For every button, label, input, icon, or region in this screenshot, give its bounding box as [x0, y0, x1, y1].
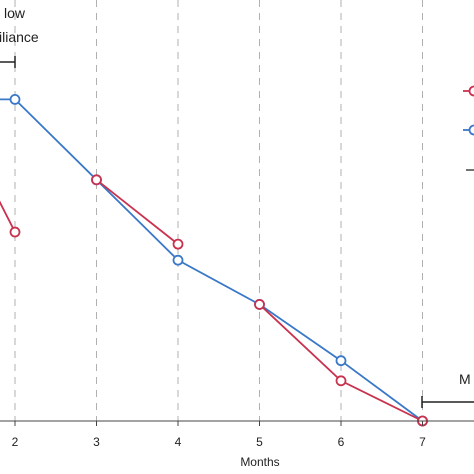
x-tick-label-4: 4	[175, 435, 182, 449]
x-tick-label-5: 5	[256, 435, 263, 449]
legend-marker-blue	[468, 124, 474, 136]
series-0-point-1-1	[172, 238, 184, 250]
x-axis: 2 3 4 5 6 7	[0, 420, 474, 449]
annotation-1-line-2: iliance	[0, 29, 39, 45]
x-tick-label-2: 2	[12, 435, 19, 449]
series-0-point-1-0	[91, 174, 102, 186]
x-tick-label-6: 6	[338, 435, 345, 449]
x-axis-label: Months	[240, 455, 279, 469]
legend	[463, 85, 474, 171]
annotation-2-line-1: M	[459, 371, 471, 387]
legend-marker-red	[468, 85, 474, 97]
series-0-point-0-1	[9, 226, 21, 238]
x-tick-label-3: 3	[93, 435, 100, 449]
vertical-gridlines	[14, 0, 423, 421]
series-0-line-1	[95, 179, 179, 245]
series-1-point-0-3	[172, 254, 184, 266]
series-0-point-2-0	[254, 299, 265, 310]
annotation-1-line-1: low	[4, 5, 26, 21]
series-layer	[0, 94, 428, 427]
series-1-point-0-1	[9, 94, 21, 105]
series-1-line-0	[0, 98, 424, 422]
annotations: low iliance M	[0, 5, 474, 408]
series-1-point-0-5	[335, 355, 347, 367]
series-0-point-2-1	[335, 375, 347, 387]
x-tick-label-7: 7	[419, 435, 426, 449]
series-0-line-0	[0, 200, 16, 233]
